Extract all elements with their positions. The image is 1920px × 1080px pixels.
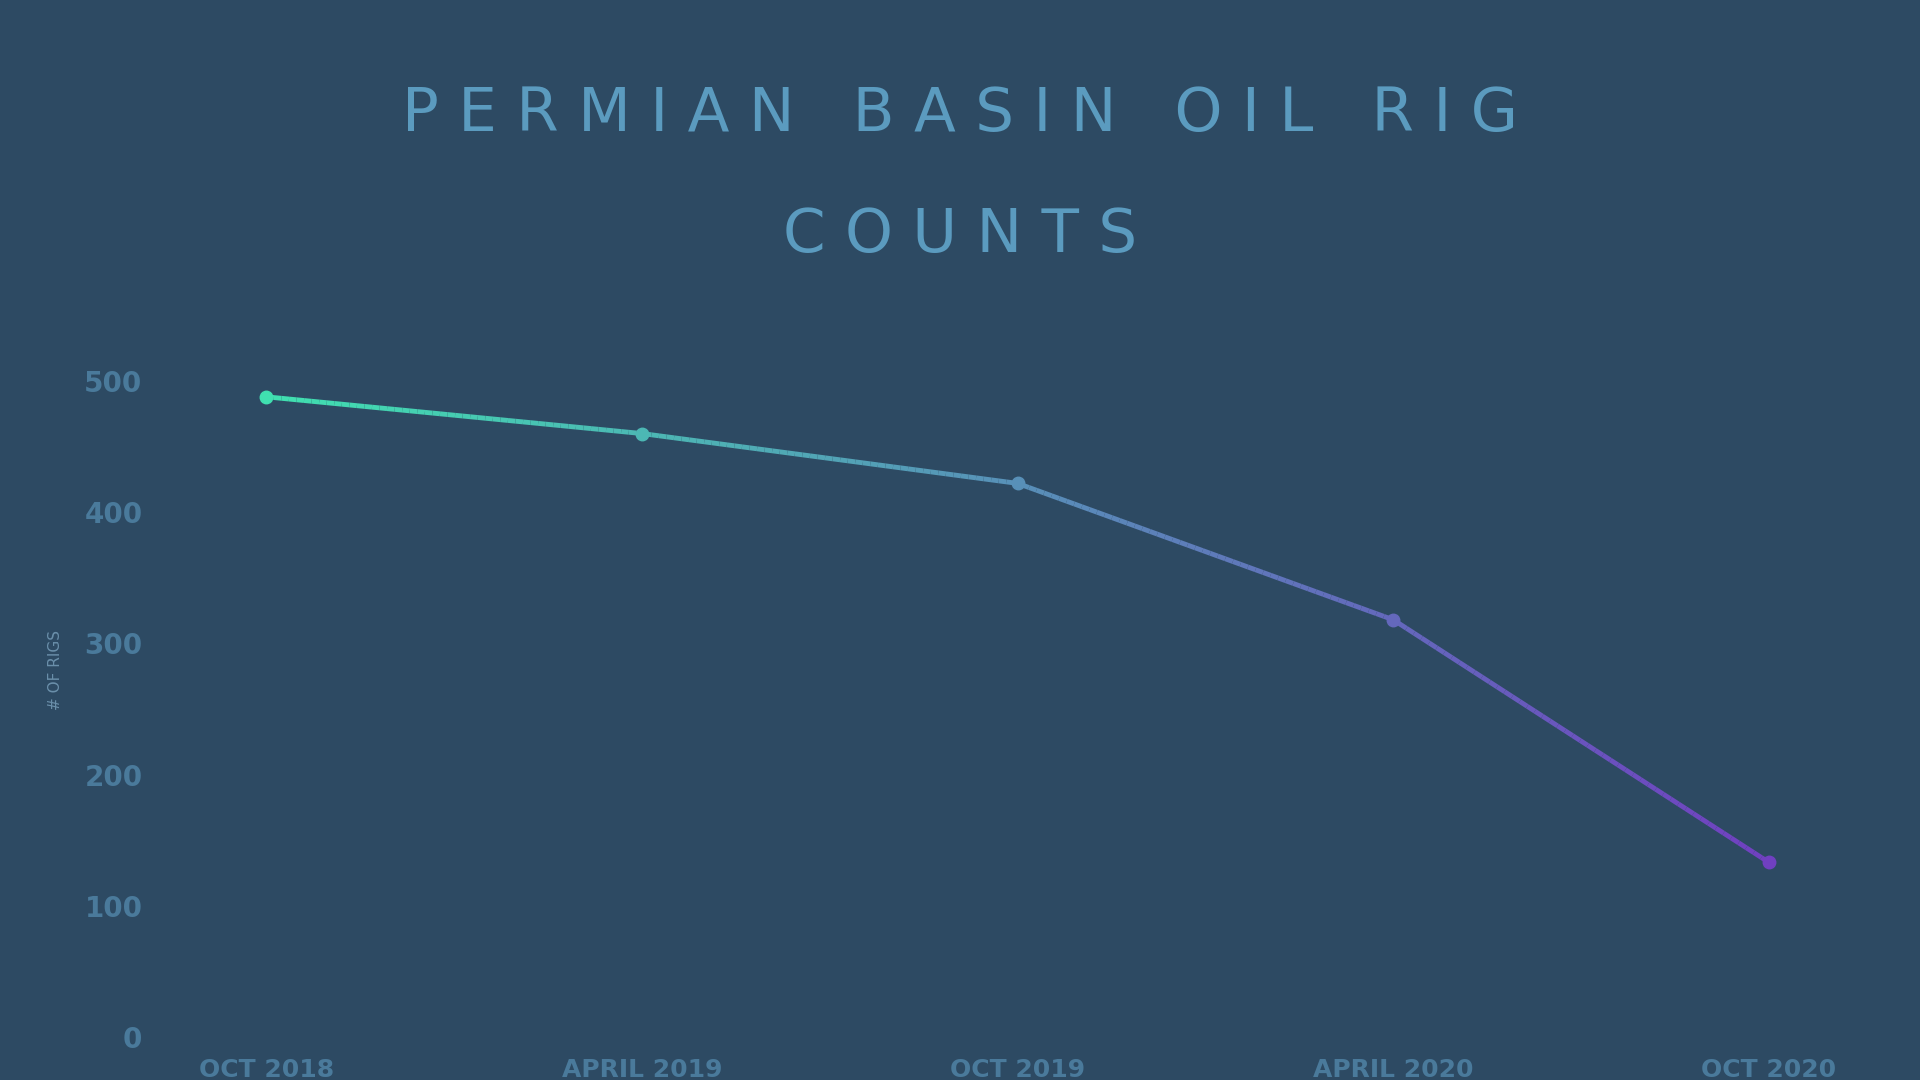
Text: P E R M I A N   B A S I N   O I L   R I G: P E R M I A N B A S I N O I L R I G (401, 85, 1519, 145)
Y-axis label: # OF RIGS: # OF RIGS (48, 630, 63, 710)
Text: C O U N T S: C O U N T S (783, 206, 1137, 266)
